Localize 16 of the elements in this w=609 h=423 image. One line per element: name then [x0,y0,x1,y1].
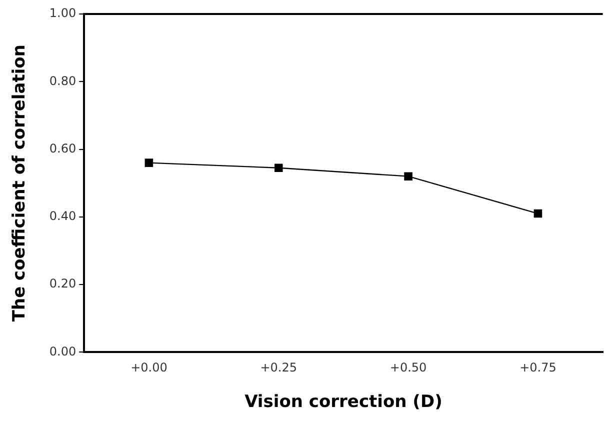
point [534,209,542,218]
x-tick-label: +0.00 [130,360,168,375]
point [274,164,283,172]
x-tick-label: +0.50 [390,360,427,375]
point [404,172,412,180]
point [144,158,154,167]
x-tick-label: +0.75 [520,360,556,375]
y-tick-label: 0.60 [49,141,76,156]
y-axis-title: The coefficient of correlation [10,44,30,322]
y-tick-label: 0.40 [49,209,76,224]
x-tick-label: +0.25 [260,360,298,375]
y-tick-label: 0.20 [49,276,76,291]
y-tick-label: 1.00 [49,6,76,20]
y-tick-label: 0.00 [49,344,76,358]
x-axis-title: Vision correction (D) [244,392,442,412]
y-tick-label: 0.80 [49,74,76,88]
